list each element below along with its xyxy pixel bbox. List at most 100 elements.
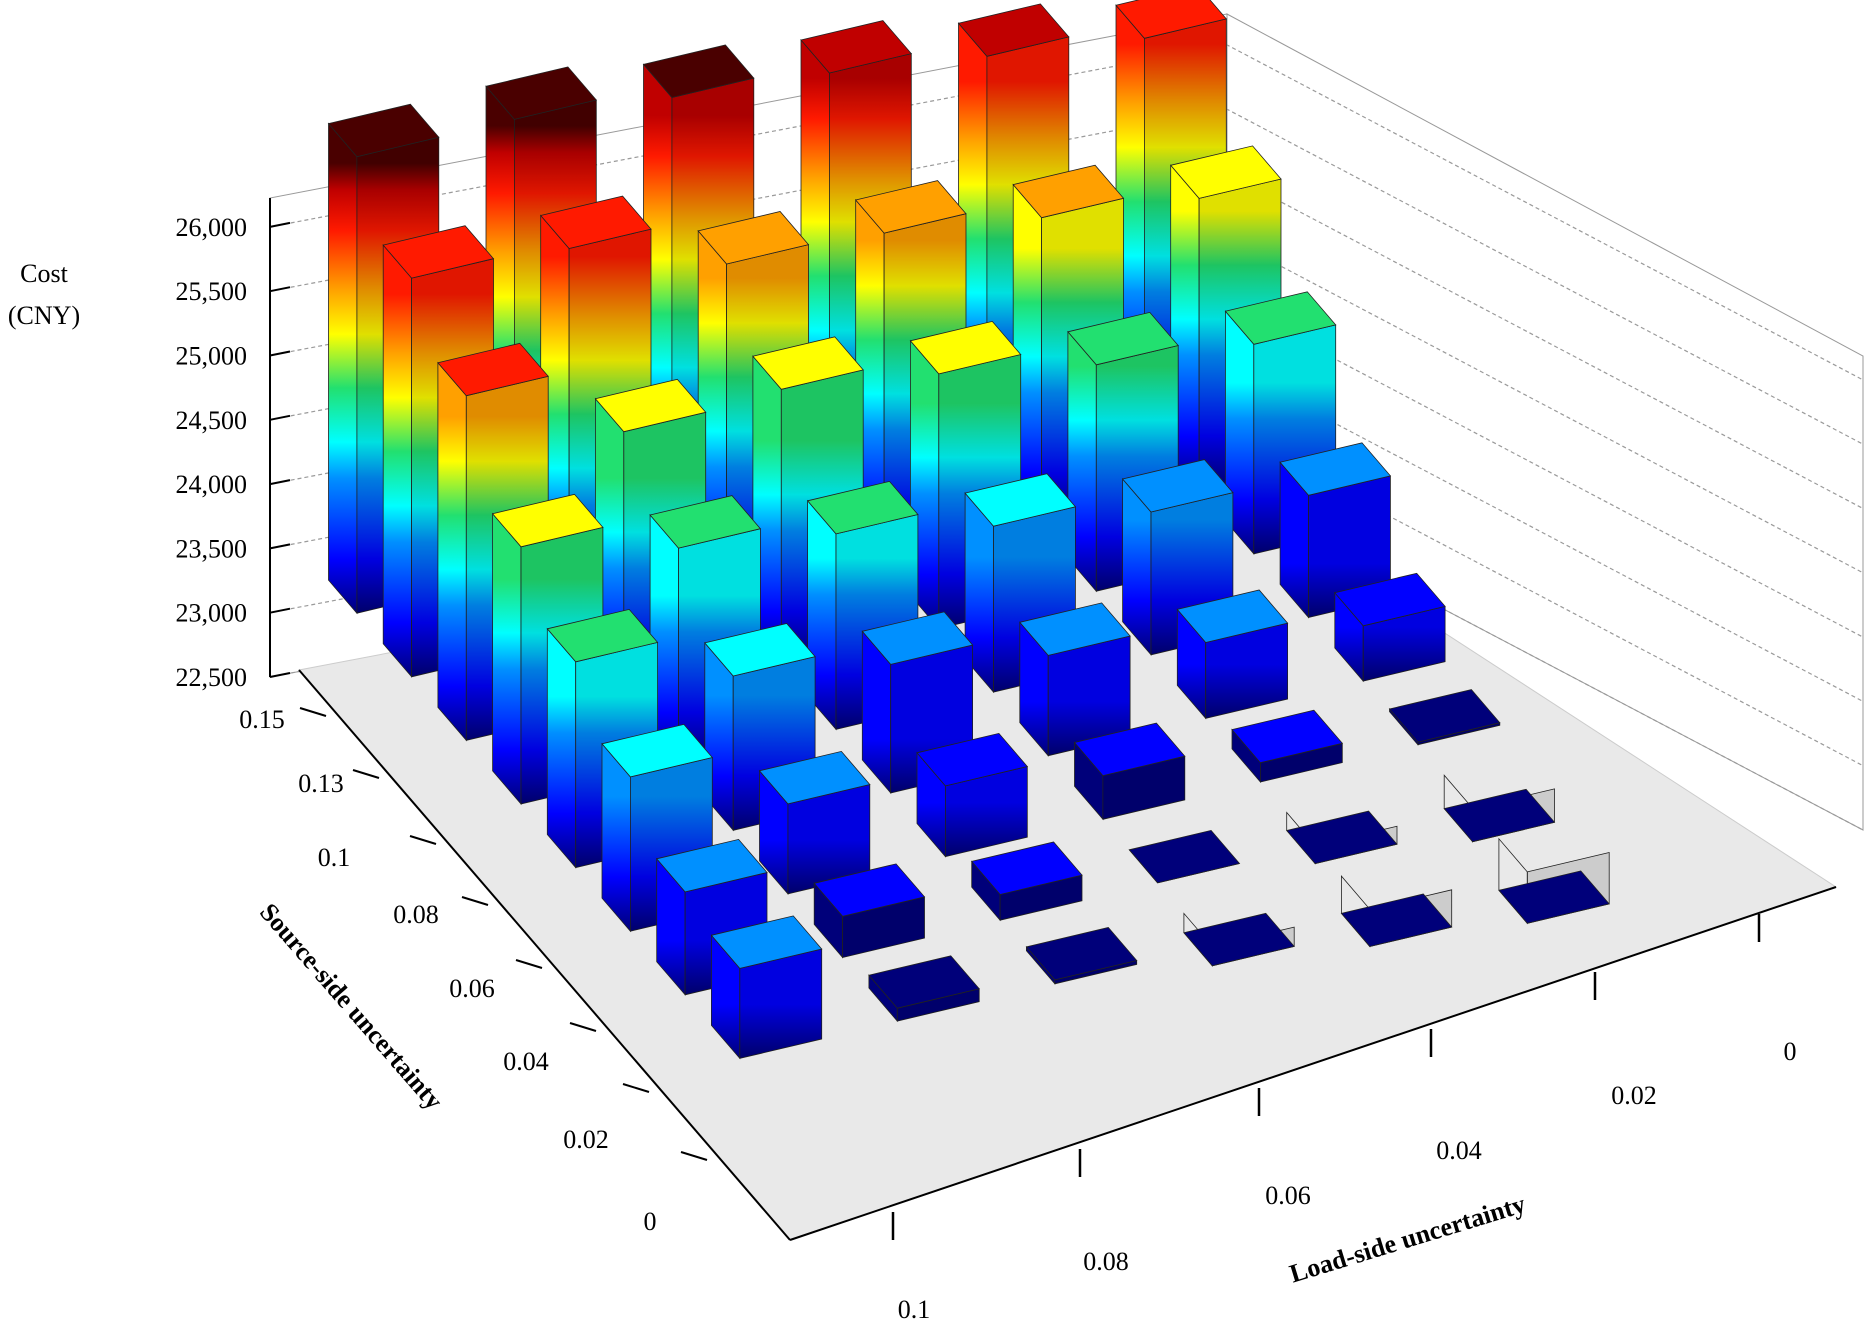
z-tick-label: 25,500 bbox=[176, 277, 248, 306]
source-side-tick-label: 0.02 bbox=[563, 1125, 609, 1154]
source-side-tick-label: 0.1 bbox=[318, 843, 351, 872]
source-side-tick-label: 0.15 bbox=[239, 705, 285, 734]
bar-side-face bbox=[492, 512, 522, 806]
bar-top-face bbox=[1231, 709, 1344, 764]
bar-top-face bbox=[649, 495, 762, 549]
source-side-tick bbox=[352, 769, 380, 779]
z-tick-label: 22,500 bbox=[176, 663, 248, 692]
bar-side-face bbox=[546, 627, 577, 869]
bar bbox=[1498, 837, 1610, 925]
source-side-tick-label: 0.06 bbox=[449, 974, 495, 1003]
z-tick bbox=[269, 350, 291, 357]
floor-edge-front-left bbox=[298, 669, 791, 1241]
bar-top-face bbox=[1388, 689, 1501, 743]
source-side-tick-label: 0 bbox=[644, 1207, 657, 1236]
bar-top-face bbox=[697, 211, 810, 265]
bar-top-face bbox=[970, 841, 1083, 895]
load-side-tick-label: 0.02 bbox=[1611, 1081, 1657, 1110]
z-tick bbox=[269, 672, 291, 678]
bar-top-face bbox=[1115, 0, 1228, 39]
bar bbox=[1073, 722, 1186, 821]
z-tick bbox=[269, 607, 291, 614]
z-tick-label: 24,000 bbox=[176, 470, 248, 499]
bar bbox=[710, 915, 823, 1060]
bar-top-face bbox=[1073, 722, 1186, 777]
source-side-tick bbox=[680, 1151, 708, 1161]
source-side-tick bbox=[409, 835, 437, 845]
bar-side-face bbox=[328, 122, 358, 615]
bar-top-face bbox=[601, 723, 714, 778]
bar bbox=[601, 723, 714, 933]
bar-top-face bbox=[1340, 893, 1453, 947]
bar bbox=[1019, 602, 1131, 757]
load-side-axis-ticks: 0.1 0.08 0.06 0.04 0.02 0 bbox=[891, 914, 1797, 1324]
bar-top-face bbox=[964, 473, 1077, 527]
bar-top-face bbox=[1224, 291, 1337, 345]
bar-top-face bbox=[485, 66, 598, 120]
bar bbox=[1176, 589, 1289, 720]
bar-top-face bbox=[1025, 927, 1138, 981]
load-side-axis-title: Load-side uncertainty bbox=[1286, 1189, 1529, 1288]
bars bbox=[327, 0, 1610, 1060]
bar-front-shade bbox=[1363, 606, 1446, 682]
load-side-tick-label: 0.04 bbox=[1436, 1136, 1482, 1165]
source-side-tick bbox=[461, 896, 489, 906]
bar-top-face bbox=[1128, 829, 1241, 884]
z-tick bbox=[269, 543, 291, 550]
bar-front-shade bbox=[897, 988, 980, 1022]
bar bbox=[916, 732, 1029, 858]
bar-top-face bbox=[642, 44, 755, 98]
source-side-tick bbox=[515, 959, 543, 969]
bar-top-face bbox=[704, 623, 816, 677]
bar-top-face bbox=[909, 320, 1022, 375]
bar bbox=[1334, 572, 1446, 683]
source-side-axis-ticks: 0.15 0.13 0.1 0.08 0.06 0.04 0.02 0 bbox=[239, 705, 708, 1236]
bar-top-face bbox=[491, 493, 604, 548]
bar-front-shade bbox=[945, 766, 1028, 857]
bar-front-shade bbox=[1308, 475, 1391, 618]
bar bbox=[758, 750, 871, 895]
bar-side-face bbox=[437, 361, 467, 742]
source-side-tick bbox=[299, 707, 327, 717]
bar-front-shade bbox=[1102, 756, 1185, 820]
bar-top-face bbox=[710, 915, 823, 969]
bar-side-face bbox=[382, 244, 413, 678]
bar-top-face bbox=[327, 103, 440, 158]
z-axis-title-line1: Cost bbox=[20, 259, 68, 288]
bar-top-face bbox=[1121, 459, 1234, 513]
bar-top-face bbox=[655, 838, 768, 893]
bar-top-face bbox=[752, 336, 864, 390]
source-side-tick-label: 0.13 bbox=[298, 769, 344, 798]
bar-front-shade bbox=[787, 784, 870, 894]
source-side-tick bbox=[569, 1022, 597, 1032]
z-tick-label: 23,000 bbox=[176, 599, 248, 628]
bar-top-face bbox=[800, 20, 913, 74]
bar-top-face bbox=[1176, 589, 1289, 643]
z-tick-label: 25,000 bbox=[176, 342, 248, 371]
bar bbox=[861, 611, 974, 795]
bar-top-face bbox=[806, 480, 919, 535]
load-side-tick-label: 0 bbox=[1784, 1037, 1797, 1066]
bar-top-face bbox=[916, 732, 1029, 787]
bar bbox=[1285, 810, 1398, 865]
source-side-tick-label: 0.04 bbox=[503, 1047, 549, 1076]
bar bbox=[813, 863, 926, 959]
bar-top-face bbox=[1285, 810, 1398, 865]
z-tick-label: 26,000 bbox=[176, 213, 248, 242]
bar-front-shade bbox=[1054, 960, 1137, 984]
bar-top-face bbox=[1012, 164, 1125, 219]
bar-top-face bbox=[382, 225, 495, 279]
bar bbox=[1388, 689, 1501, 746]
source-side-tick-label: 0.08 bbox=[393, 900, 439, 929]
bar bbox=[1012, 164, 1125, 529]
bar-top-face bbox=[437, 342, 549, 397]
load-side-tick-label: 0.08 bbox=[1083, 1247, 1129, 1276]
bar-top-face bbox=[1334, 572, 1446, 627]
bar-front-shade bbox=[1260, 743, 1343, 782]
z-tick bbox=[269, 286, 291, 293]
floor-edge-front-right bbox=[789, 886, 1837, 1241]
bar-top-face bbox=[868, 955, 980, 1009]
z-axis-title-line2: (CNY) bbox=[8, 301, 80, 330]
bar-top-face bbox=[1183, 912, 1295, 967]
